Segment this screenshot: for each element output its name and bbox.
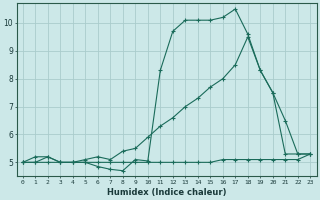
X-axis label: Humidex (Indice chaleur): Humidex (Indice chaleur) bbox=[107, 188, 226, 197]
